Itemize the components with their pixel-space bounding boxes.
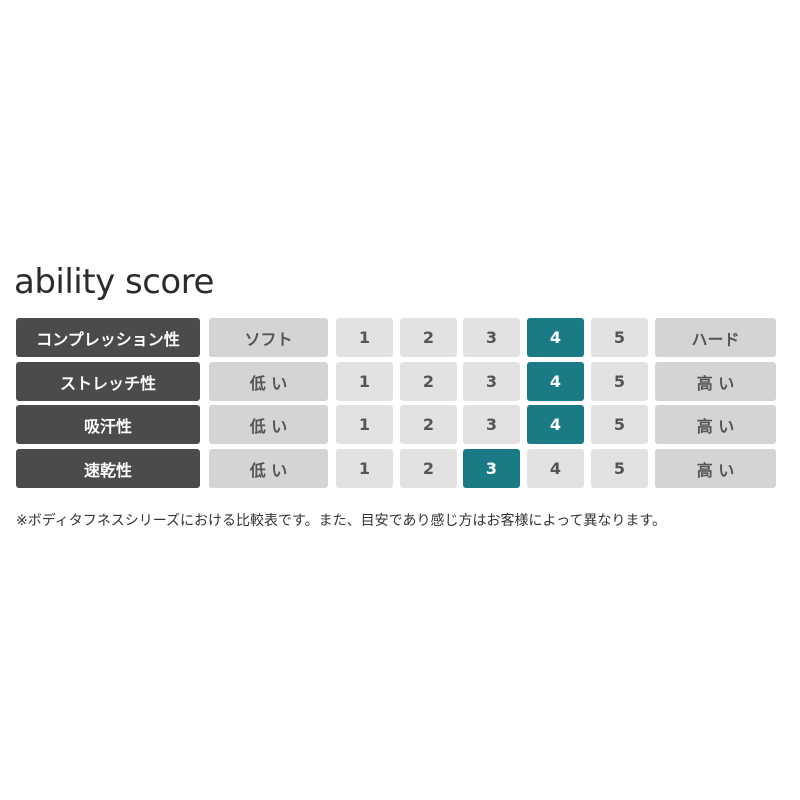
score-cell-selected: 4 [527,318,584,357]
low-label: ソフト [209,318,328,357]
footnote: ※ボディタフネスシリーズにおける比較表です。また、目安であり感じ方はお客様によっ… [16,513,666,529]
score-cell: 5 [591,405,648,444]
score-cell: 3 [463,362,520,401]
score-cell: 1 [336,362,393,401]
high-label: 高 い [655,449,776,488]
score-row: コンプレッション性 ソフト 1 2 3 4 5 ハード [16,318,776,357]
low-label: 低 い [209,405,328,444]
score-cell: 1 [336,318,393,357]
low-label: 低 い [209,449,328,488]
score-cell: 2 [400,405,457,444]
section-title: ability score [14,262,214,302]
high-label: 高 い [655,362,776,401]
attribute-label: コンプレッション性 [16,318,200,357]
score-cell-selected: 4 [527,362,584,401]
high-label: ハード [655,318,776,357]
score-cell-selected: 4 [527,405,584,444]
attribute-label: 吸汗性 [16,405,200,444]
score-cell: 2 [400,449,457,488]
score-cell: 3 [463,405,520,444]
high-label: 高 い [655,405,776,444]
score-cell: 1 [336,405,393,444]
score-cell: 3 [463,318,520,357]
score-cell-selected: 3 [463,449,520,488]
score-cell: 5 [591,318,648,357]
low-label: 低 い [209,362,328,401]
score-cell: 1 [336,449,393,488]
score-cell: 5 [591,449,648,488]
score-cell: 2 [400,318,457,357]
score-cell: 5 [591,362,648,401]
attribute-label: 速乾性 [16,449,200,488]
score-cell: 2 [400,362,457,401]
attribute-label: ストレッチ性 [16,362,200,401]
score-cell: 4 [527,449,584,488]
